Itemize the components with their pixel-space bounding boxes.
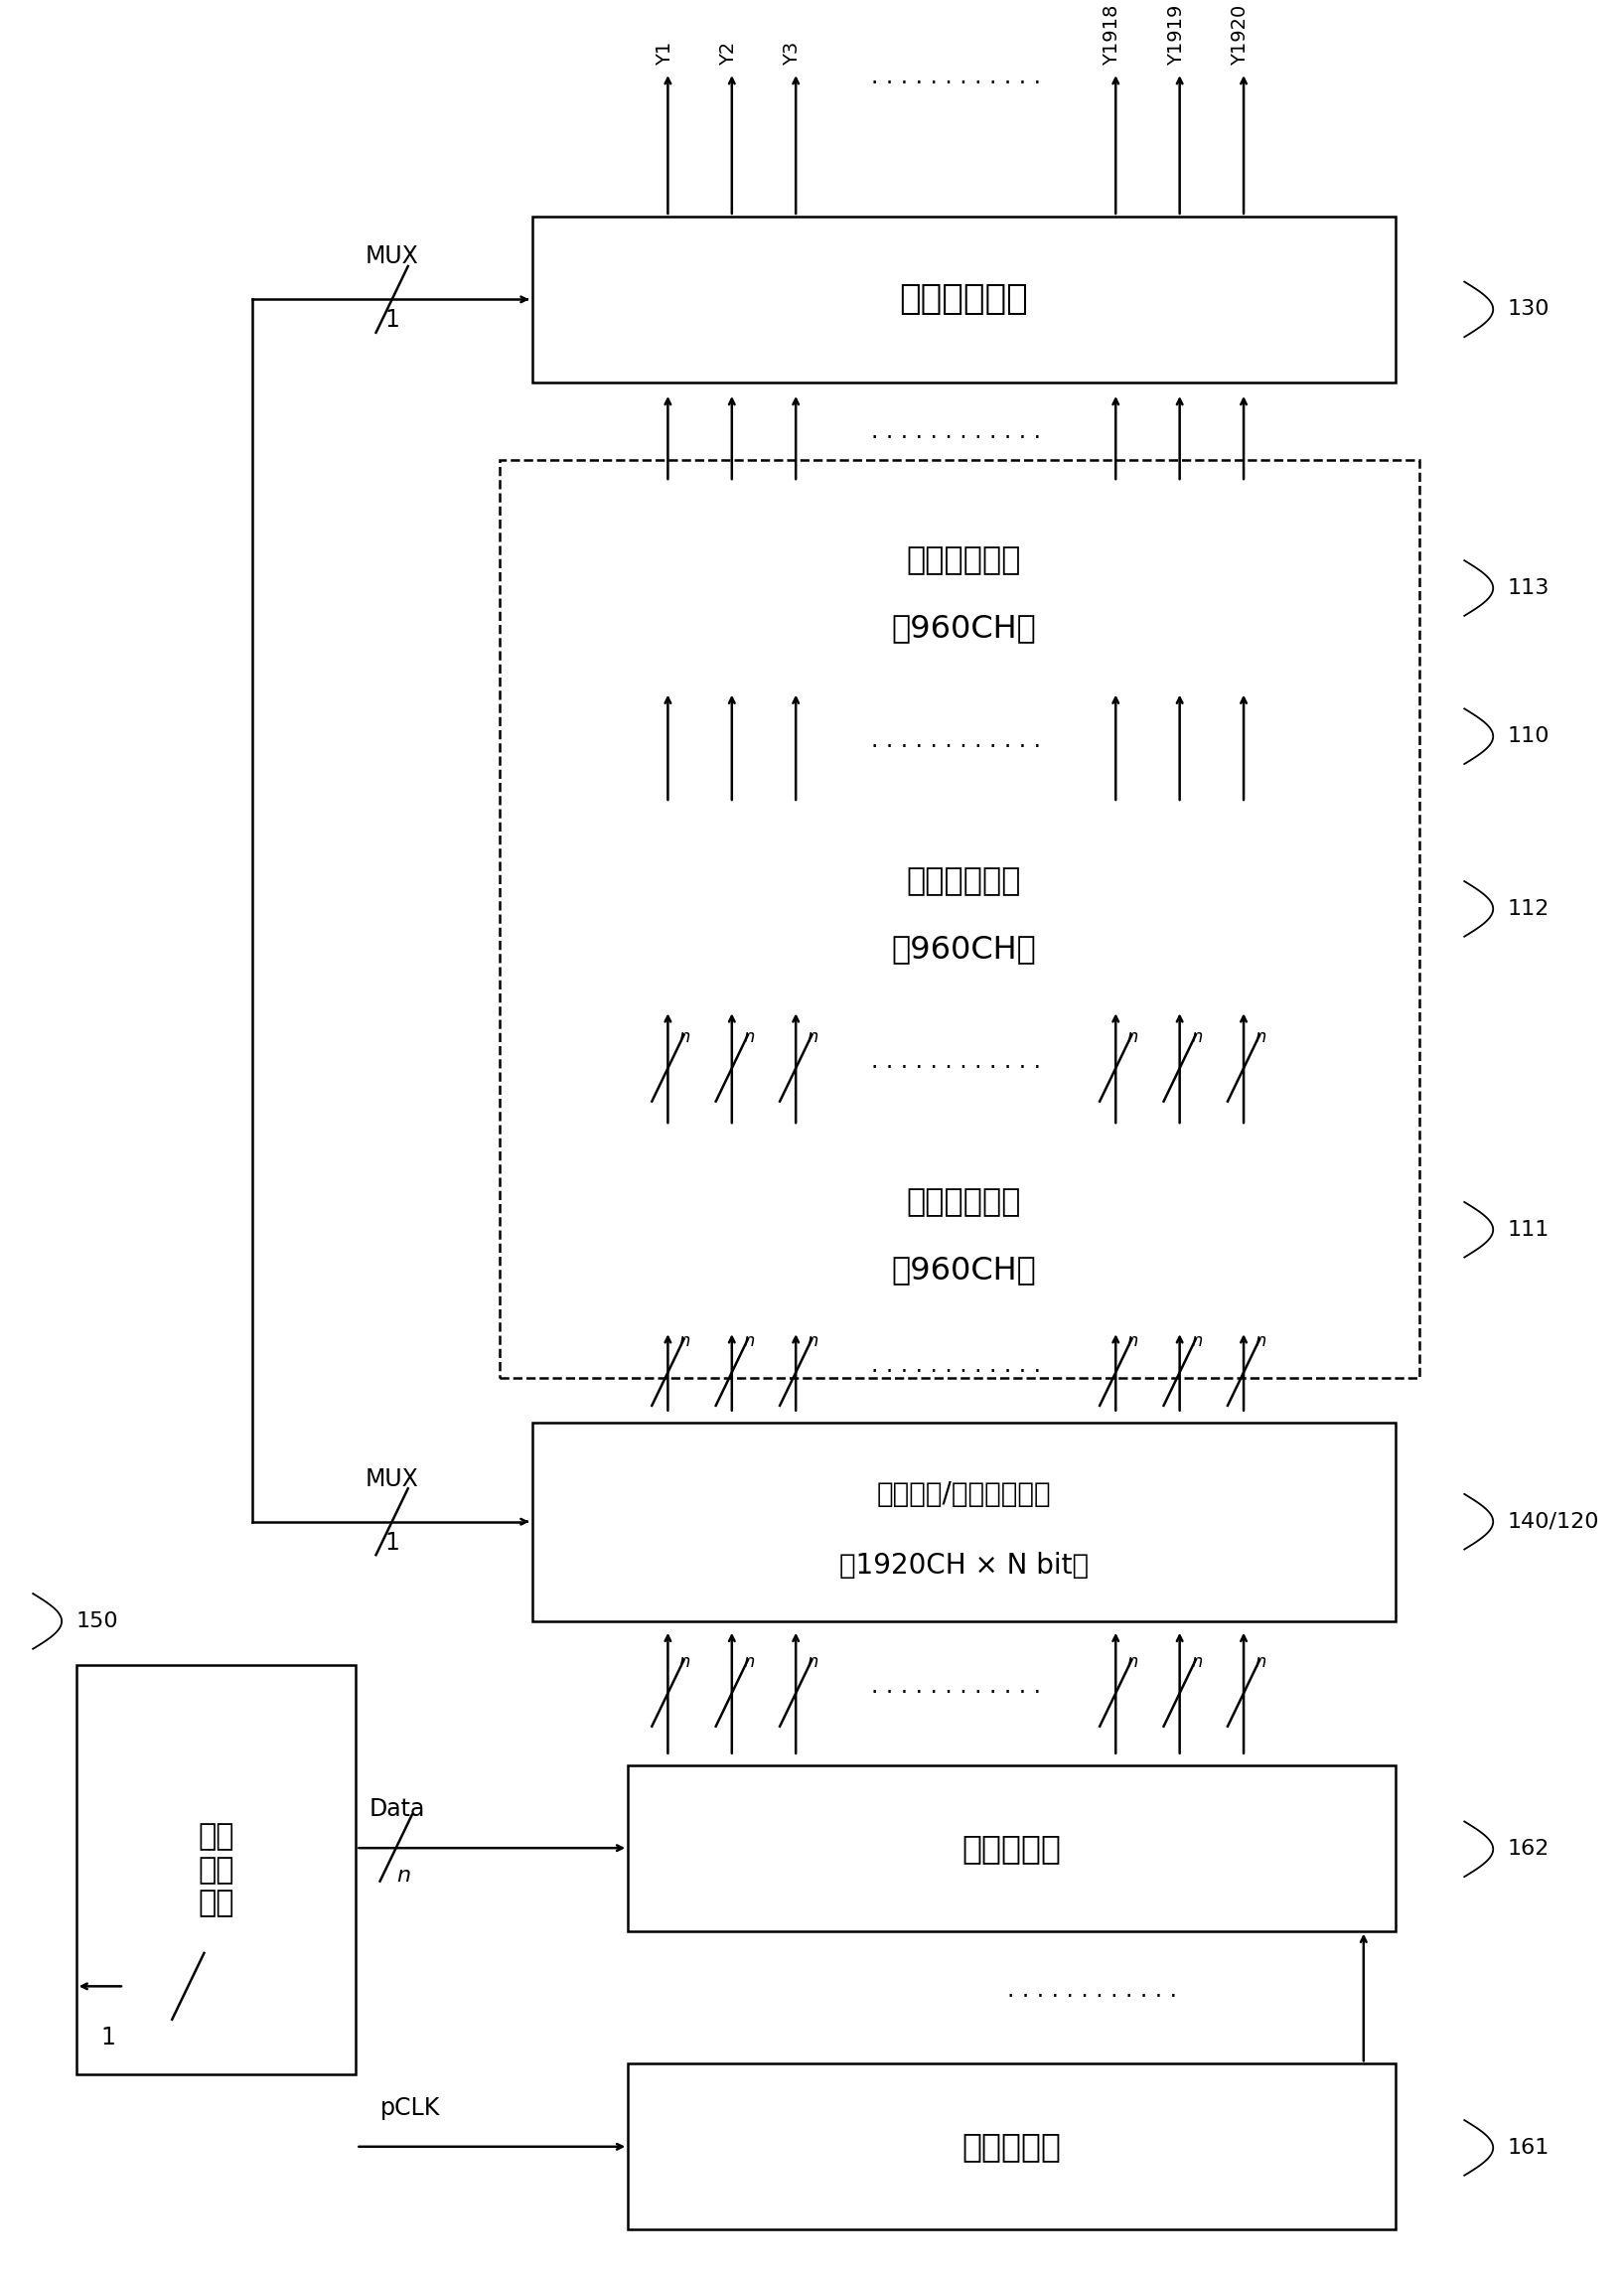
Text: pCLK: pCLK — [380, 2096, 440, 2121]
Text: 150: 150 — [76, 1611, 119, 1631]
Text: n: n — [1255, 1333, 1267, 1351]
Text: n: n — [1127, 1654, 1138, 1672]
Text: 移位寄存器: 移位寄存器 — [961, 2130, 1062, 2164]
Text: 111: 111 — [1507, 1219, 1549, 1239]
Text: MUX: MUX — [365, 1467, 419, 1490]
Text: 130: 130 — [1507, 298, 1549, 319]
Text: n: n — [744, 1333, 754, 1351]
Text: · · · · · · · · · · · ·: · · · · · · · · · · · · — [870, 1681, 1041, 1704]
Bar — [533, 813, 1395, 1002]
Text: 1: 1 — [101, 2025, 115, 2050]
Text: 140/120: 140/120 — [1507, 1513, 1600, 1531]
Text: 1: 1 — [385, 308, 400, 333]
Text: n: n — [1127, 1333, 1138, 1351]
Bar — [628, 2064, 1395, 2230]
Bar — [500, 460, 1419, 1378]
Text: · · · · · · · · · · · ·: · · · · · · · · · · · · — [870, 1360, 1041, 1385]
Text: Y1920: Y1920 — [1231, 5, 1250, 66]
Bar — [533, 1421, 1395, 1622]
Text: 锁存模块/第一选通模块: 锁存模块/第一选通模块 — [877, 1481, 1051, 1508]
Text: · · · · · · · · · · · ·: · · · · · · · · · · · · — [1007, 1986, 1177, 2009]
Bar — [533, 1134, 1395, 1324]
Text: 161: 161 — [1507, 2137, 1549, 2157]
Bar — [76, 1665, 356, 2075]
Bar — [533, 492, 1395, 681]
Text: MUX: MUX — [365, 244, 419, 269]
Text: n: n — [1127, 1027, 1138, 1046]
Text: n: n — [679, 1654, 690, 1672]
Text: n: n — [807, 1333, 818, 1351]
Text: n: n — [807, 1654, 818, 1672]
Text: 110: 110 — [1507, 727, 1549, 747]
Text: 112: 112 — [1507, 900, 1549, 918]
Text: Y3: Y3 — [783, 41, 802, 66]
Text: n: n — [1255, 1027, 1267, 1046]
Text: 113: 113 — [1507, 579, 1549, 599]
Text: n: n — [1255, 1654, 1267, 1672]
Text: Y1: Y1 — [654, 41, 674, 66]
Text: Y2: Y2 — [719, 41, 737, 66]
Text: Y1918: Y1918 — [1103, 5, 1122, 66]
Text: n: n — [1190, 1654, 1202, 1672]
Text: （1920CH × N bit）: （1920CH × N bit） — [840, 1551, 1088, 1579]
Text: n: n — [1190, 1027, 1202, 1046]
Text: · · · · · · · · · · · ·: · · · · · · · · · · · · — [870, 73, 1041, 96]
Text: 第二选通模块: 第二选通模块 — [900, 282, 1028, 317]
Text: 1: 1 — [385, 1531, 400, 1554]
Text: 电平转换模块: 电平转换模块 — [906, 1187, 1021, 1219]
Text: （960CH）: （960CH） — [892, 613, 1036, 645]
Text: n: n — [1190, 1333, 1202, 1351]
Text: Y1919: Y1919 — [1168, 5, 1186, 66]
Text: Data: Data — [369, 1797, 425, 1822]
Text: n: n — [744, 1654, 754, 1672]
Text: 输出缓存模块: 输出缓存模块 — [906, 544, 1021, 576]
Text: n: n — [679, 1333, 690, 1351]
Text: （960CH）: （960CH） — [892, 934, 1036, 964]
Text: n: n — [679, 1027, 690, 1046]
Text: 162: 162 — [1507, 1838, 1549, 1859]
Bar — [533, 216, 1395, 383]
Text: · · · · · · · · · · · ·: · · · · · · · · · · · · — [870, 426, 1041, 449]
Text: n: n — [744, 1027, 754, 1046]
Text: n: n — [807, 1027, 818, 1046]
Text: 数据寄存器: 数据寄存器 — [961, 1832, 1062, 1863]
Bar — [628, 1765, 1395, 1932]
Text: n: n — [396, 1866, 411, 1886]
Text: · · · · · · · · · · · ·: · · · · · · · · · · · · — [870, 1057, 1041, 1080]
Text: 数模转换模块: 数模转换模块 — [906, 866, 1021, 898]
Text: 数据
接收
模块: 数据 接收 模块 — [198, 1822, 234, 1918]
Text: （960CH）: （960CH） — [892, 1255, 1036, 1285]
Text: · · · · · · · · · · · ·: · · · · · · · · · · · · — [870, 736, 1041, 759]
